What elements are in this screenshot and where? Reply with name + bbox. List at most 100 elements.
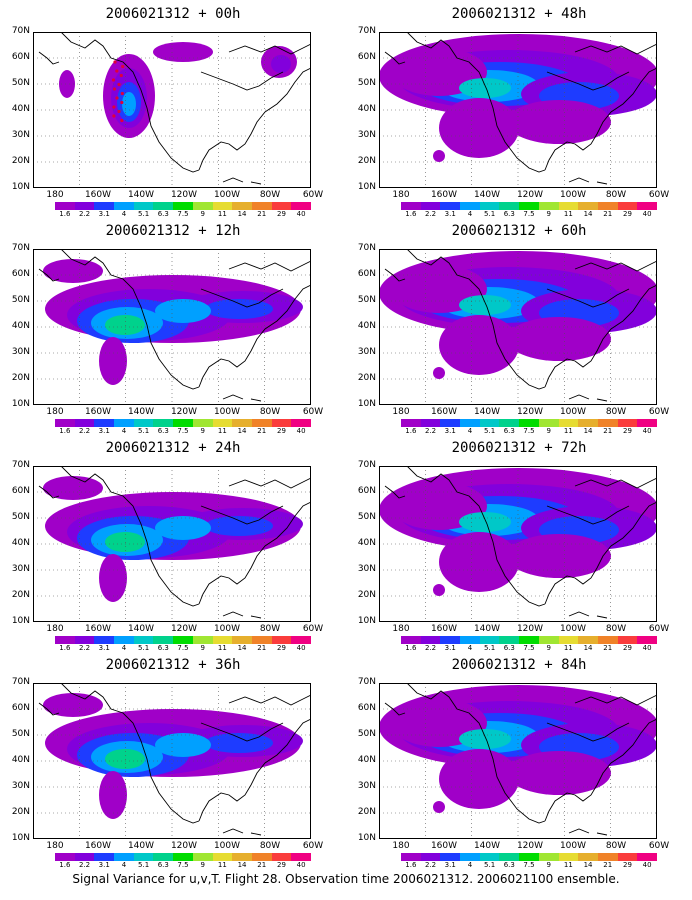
longitude-tick-label: 100W <box>559 407 587 417</box>
colorbar-swatch <box>291 636 311 644</box>
longitude-tick-label: 80W <box>259 624 281 634</box>
colorbar-level-label: 29 <box>276 210 286 218</box>
colorbar-swatch <box>440 202 461 210</box>
colorbar-level-label: 5.1 <box>484 210 496 218</box>
coastline <box>228 694 311 706</box>
colorbar-swatch <box>94 419 115 427</box>
latitude-tick-label: 60N <box>357 486 376 496</box>
variance-map <box>379 249 657 405</box>
colorbar-swatch <box>499 853 520 861</box>
latitude-tick-label: 40N <box>357 104 376 114</box>
latitude-tick-label: 10N <box>357 616 376 626</box>
colorbar-swatch <box>74 636 95 644</box>
colorbar-swatch <box>597 202 618 210</box>
latitude-tick-label: 10N <box>357 182 376 192</box>
longitude-tick-label: 180 <box>46 407 64 417</box>
coastline <box>228 260 311 272</box>
colorbar-swatch <box>232 419 252 427</box>
variance-map <box>33 249 311 405</box>
map-panel: 2006021312 + 36h 70N 60N 50N 40N 30N 20N 10N 180… <box>0 651 346 869</box>
map-border <box>33 32 311 188</box>
colorbar-level-label: 14 <box>583 861 593 869</box>
colorbar-level-label: 2.2 <box>424 210 437 218</box>
colorbar-swatch <box>173 636 193 644</box>
colorbar-level-label: 6.3 <box>157 644 169 652</box>
map-border <box>33 683 311 839</box>
colorbar-swatch <box>558 853 579 861</box>
latitude-tick-label: 10N <box>357 833 376 843</box>
colorbar-level-label: 1.6 <box>59 861 71 869</box>
longitude-tick-label: 180 <box>392 841 410 851</box>
colorbar-swatch <box>291 202 311 210</box>
colorbar-swatch <box>637 853 657 861</box>
longitude-tick-label: 100W <box>213 841 241 851</box>
colorbar-swatch <box>114 636 134 644</box>
coastline <box>200 288 284 308</box>
colorbar-swatch <box>133 636 154 644</box>
variance-shading <box>205 299 273 319</box>
colorbar-swatch <box>74 419 95 427</box>
latitude-tick-label: 50N <box>11 295 30 305</box>
latitude-tick-label: 10N <box>11 616 30 626</box>
latitude-tick-label: 20N <box>357 373 376 383</box>
colorbar-level-label: 6.3 <box>503 861 515 869</box>
longitude-tick-label: 160W <box>430 190 458 200</box>
coastline <box>384 268 406 282</box>
latitude-tick-label: 70N <box>11 26 30 36</box>
variance-shading <box>271 55 291 73</box>
longitude-tick-label: 180 <box>46 190 64 200</box>
latitude-tick-label: 30N <box>11 781 30 791</box>
coastline <box>406 32 546 173</box>
variance-shading <box>99 554 127 602</box>
longitude-tick-label: 60W <box>302 841 324 851</box>
colorbar-swatch <box>114 419 134 427</box>
colorbar-swatch <box>94 636 115 644</box>
latitude-tick-label: 50N <box>357 512 376 522</box>
colorbar-level-label: 14 <box>237 210 247 218</box>
panel-title: 2006021312 + 00h <box>105 6 241 22</box>
coastline <box>574 694 657 706</box>
colorbar-swatch <box>460 853 480 861</box>
panel-title: 2006021312 + 48h <box>451 6 587 22</box>
coastline <box>568 177 608 185</box>
colorbar-swatch <box>538 419 559 427</box>
colorbar-swatch <box>519 636 539 644</box>
variance-map <box>33 683 311 839</box>
map-panel: 2006021312 + 72h 70N 60N 50N 40N 30N 20N 10N 180… <box>346 434 692 652</box>
colorbar-swatch <box>401 636 421 644</box>
longitude-tick-label: 160W <box>84 841 112 851</box>
colorbar-swatch <box>232 202 252 210</box>
colorbar-level-label: 7.5 <box>177 861 189 869</box>
latitude-tick-label: 50N <box>357 295 376 305</box>
colorbar-swatch <box>499 636 520 644</box>
colorbar-level-label: 4 <box>467 644 473 652</box>
longitude-tick-label: 60W <box>302 190 324 200</box>
variance-map <box>33 32 311 188</box>
latitude-tick-label: 30N <box>11 130 30 140</box>
longitude-tick-label: 180 <box>46 841 64 851</box>
colorbar-swatch <box>291 853 311 861</box>
colorbar-swatch <box>271 636 292 644</box>
colorbar-swatch <box>251 202 272 210</box>
variance-map <box>379 683 657 839</box>
coastline <box>544 501 657 605</box>
latitude-tick-label: 70N <box>357 243 376 253</box>
variance-shading <box>459 78 511 98</box>
colorbar-swatch <box>479 636 500 644</box>
colorbar-swatch <box>94 853 115 861</box>
colorbar-swatch <box>212 853 233 861</box>
colorbar-swatch <box>499 419 520 427</box>
colorbar-swatch <box>538 202 559 210</box>
colorbar-level-label: 9 <box>546 210 551 218</box>
colorbar-swatch <box>212 636 233 644</box>
colorbar-level-label: 3.1 <box>444 861 456 869</box>
longitude-tick-label: 160W <box>430 624 458 634</box>
coastline <box>406 683 546 824</box>
colorbar-level-label: 14 <box>583 427 593 435</box>
colorbar-level-label: 9 <box>200 427 205 435</box>
colorbar-level-label: 4 <box>467 427 473 435</box>
colorbar-level-label: 11 <box>563 861 573 869</box>
colorbar-level-label: 5.1 <box>484 427 496 435</box>
colorbar-level-label: 6.3 <box>503 427 515 435</box>
colorbar-swatch <box>617 202 638 210</box>
